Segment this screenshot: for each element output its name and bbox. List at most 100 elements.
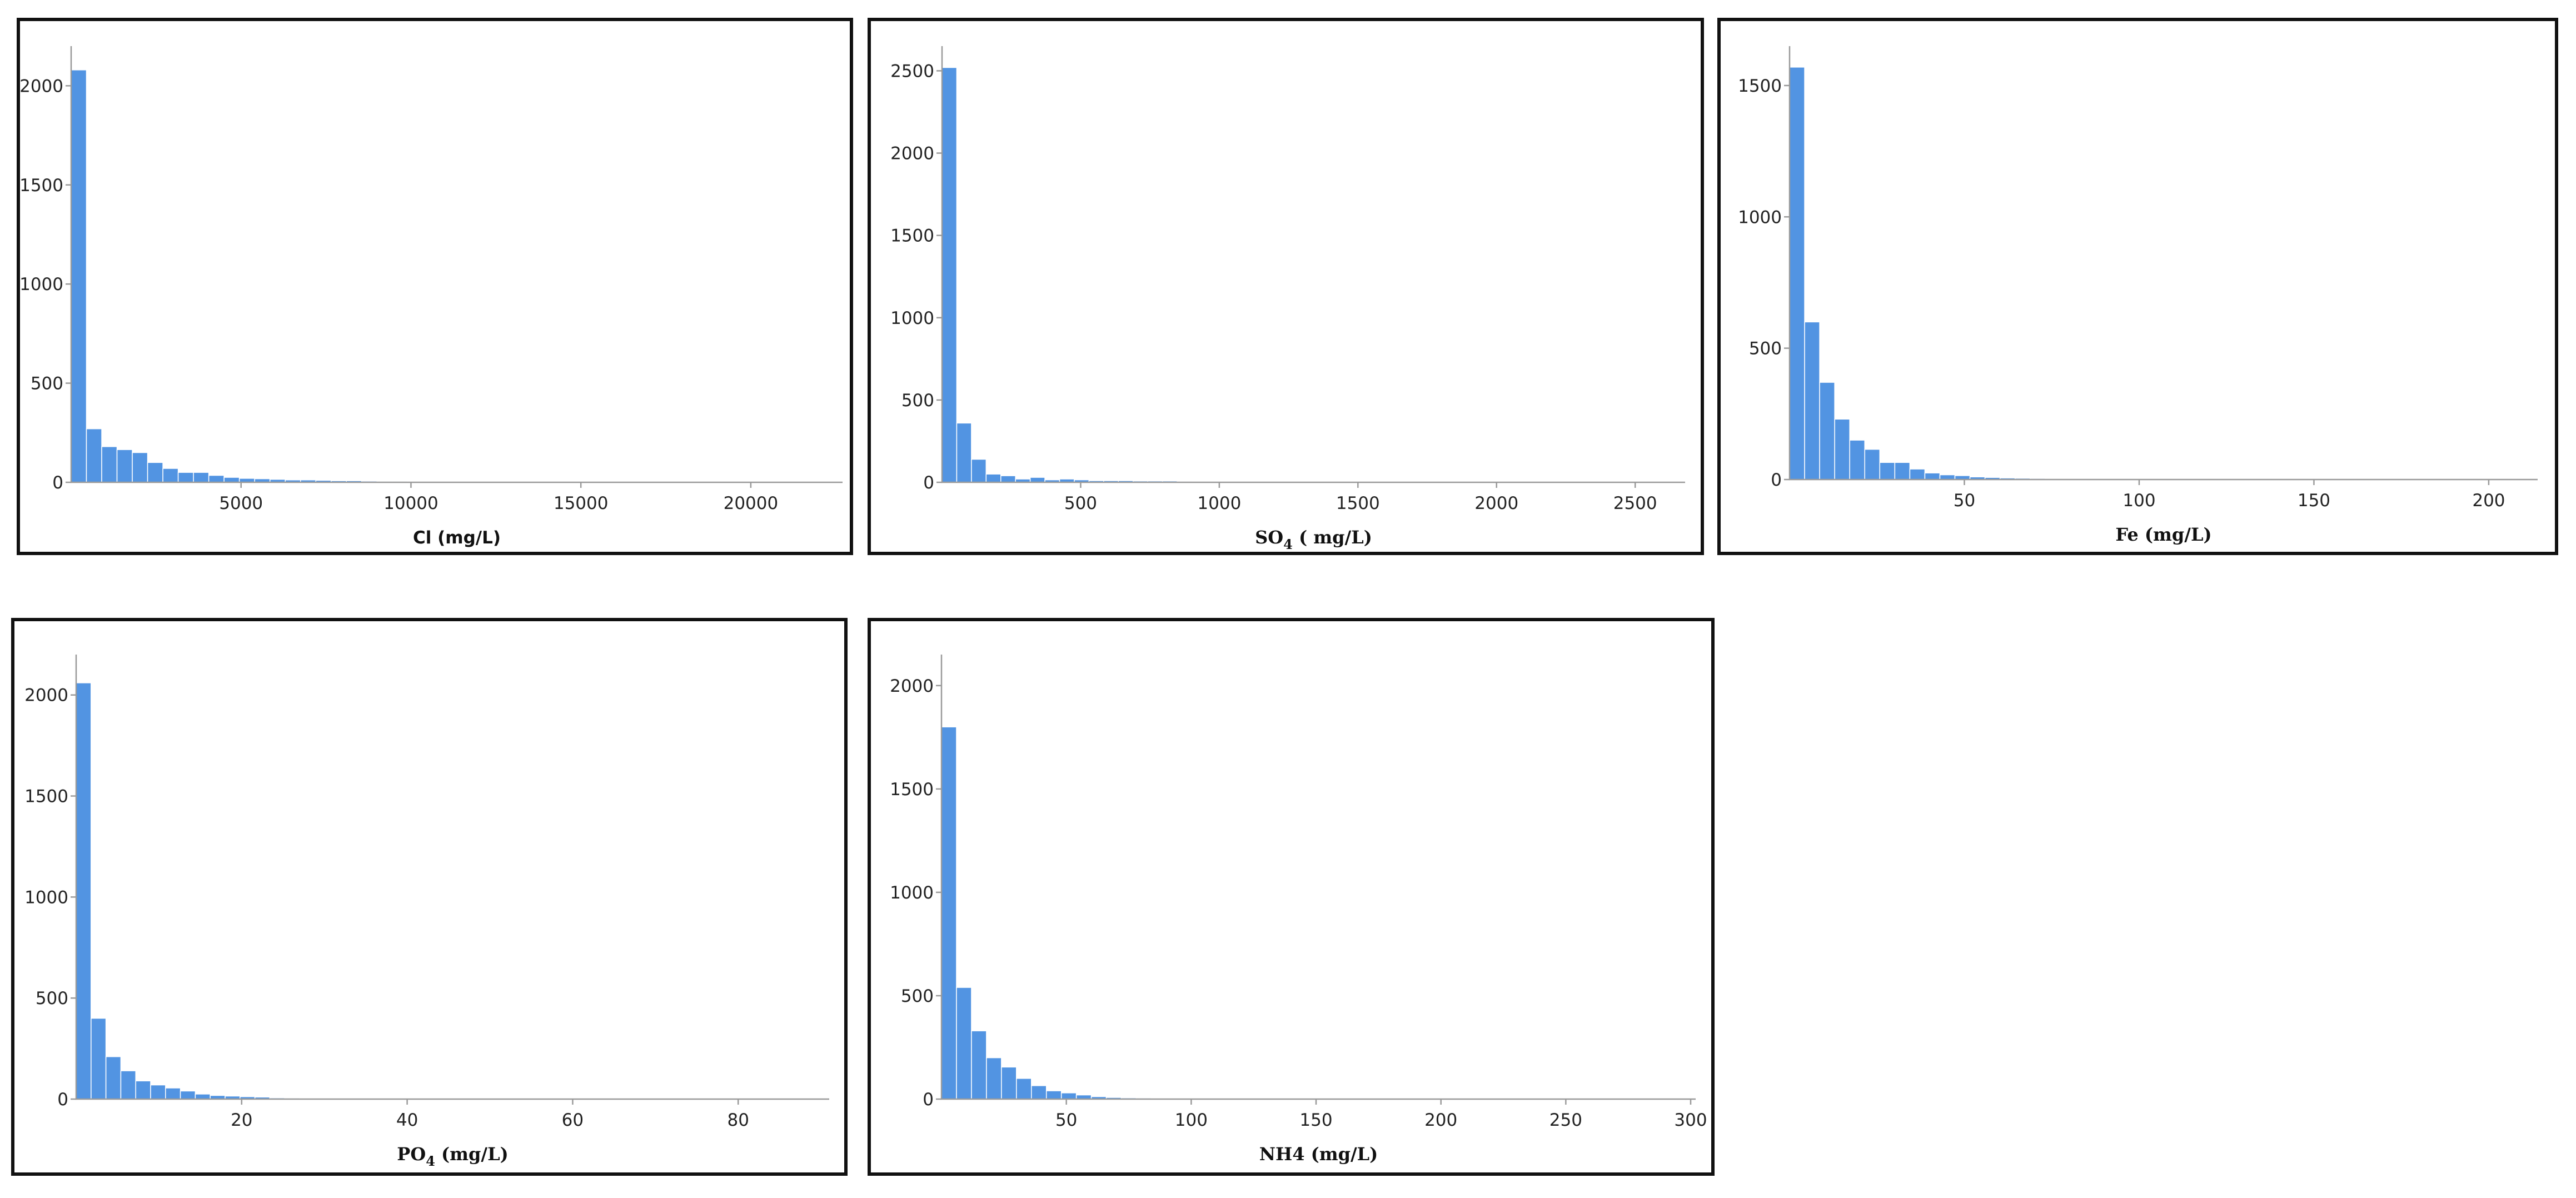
histogram-bar (1045, 1090, 1062, 1100)
x-tick-label: 200 (1424, 1110, 1457, 1130)
chart-panel-nh4: 0 500 1000 1500 2000 50 100 150 200 250 300 NH4 (mg… (868, 618, 1715, 1176)
x-tick-label: 300 (1674, 1110, 1707, 1130)
x-tick-label: 20000 (724, 493, 779, 513)
histogram-bar (180, 1090, 196, 1100)
x-tick-label: 10000 (383, 493, 439, 513)
x-tick-label: 50 (1954, 491, 1975, 511)
histogram-bar (101, 446, 118, 483)
histogram-bar (971, 1030, 987, 1100)
histogram-bar (1031, 1085, 1047, 1100)
histogram-bar (941, 67, 958, 483)
y-tick-label: 1500 (24, 787, 68, 807)
x-axis-title: SO4 ( mg/L) (1255, 527, 1372, 552)
histogram-bar (985, 473, 1001, 483)
chart-panel-so4: 0 500 1000 1500 2000 2500 500 1000 1500 2000 2500 S… (868, 18, 1704, 555)
histogram-bar (1804, 321, 1820, 480)
y-tick-label: 0 (52, 473, 63, 493)
x-tick-label: 100 (2122, 491, 2155, 511)
x-axis-title: PO4 (mg/L) (397, 1144, 508, 1169)
y-tick-label: 0 (923, 473, 934, 493)
histogram-bar (1864, 448, 1881, 480)
histogram-bar (208, 475, 225, 483)
chart-svg-cl: 0 500 1000 1500 2000 5000 10000 15000 20000 Cl (m… (20, 46, 843, 548)
histogram-bar (1849, 440, 1865, 480)
x-axis-title: NH4 (mg/L) (1259, 1144, 1378, 1165)
x-tick-label: 200 (2472, 491, 2505, 511)
y-tick-label: 1500 (20, 176, 63, 196)
x-tick-label: 60 (562, 1110, 584, 1130)
x-tick-label: 150 (2298, 491, 2330, 511)
histogram-bar (1834, 418, 1850, 480)
histogram-bar (223, 477, 240, 483)
y-tick-label: 0 (923, 1090, 934, 1110)
x-tick-label: 15000 (554, 493, 609, 513)
histogram-bar (165, 1087, 181, 1100)
y-tick-label: 1000 (24, 887, 68, 907)
chart-panel-po4: 0 500 1000 1500 2000 20 40 60 80 PO4 (mg/L) (11, 618, 848, 1176)
histogram-bar (86, 428, 102, 483)
x-axis-title: Cl (mg/L) (413, 528, 501, 548)
histogram-bar (971, 458, 987, 483)
y-tick-label: 1000 (20, 274, 63, 294)
histogram-bar (1789, 67, 1805, 480)
histogram-bar (1060, 1092, 1077, 1100)
histogram-bar (116, 449, 133, 483)
y-tick-label: 1500 (1738, 76, 1782, 96)
y-tick-label: 500 (36, 989, 68, 1009)
histogram-bar (1939, 474, 1956, 480)
histogram-bar (195, 1094, 211, 1100)
histogram-bar (956, 987, 972, 1100)
y-tick-label: 1000 (890, 308, 934, 328)
chart-panel-cl: 0 500 1000 1500 2000 5000 10000 15000 20000 Cl (m… (17, 18, 853, 555)
y-tick-label: 500 (1749, 339, 1782, 359)
y-tick-label: 1500 (890, 226, 934, 246)
histogram-bar (105, 1056, 122, 1100)
x-tick-label: 250 (1549, 1110, 1582, 1130)
histogram-bar (1819, 382, 1835, 480)
x-tick-label: 5000 (219, 493, 263, 513)
histogram-bar (1924, 472, 1941, 480)
histogram-bar (1029, 477, 1045, 483)
y-tick-label: 500 (901, 986, 934, 1006)
axis-lines (75, 655, 829, 1100)
axis-lines (940, 655, 1696, 1100)
y-tick-label: 2500 (890, 61, 934, 81)
histogram-bar (986, 1057, 1002, 1100)
x-tick-label: 500 (1064, 493, 1097, 513)
chart-svg-so4: 0 500 1000 1500 2000 2500 500 1000 1500 2000 2500 S… (890, 46, 1685, 552)
histogram-bar (193, 472, 210, 483)
histogram-bar (76, 682, 92, 1100)
y-tick-label: 2000 (890, 676, 934, 696)
chart-svg-fe: 0 500 1000 1500 50 100 150 200 Fe (mg/L) (1738, 46, 2542, 545)
axis-lines (1788, 46, 2538, 481)
y-tick-label: 1500 (890, 780, 934, 800)
x-tick-label: 50 (1055, 1110, 1077, 1130)
x-axis-title: Fe (mg/L) (2115, 524, 2211, 545)
histogram-bar (120, 1070, 136, 1100)
histogram-bar (147, 462, 163, 483)
histogram-bar (1894, 462, 1911, 480)
y-tick-label: 2000 (24, 686, 68, 706)
y-tick-label: 500 (901, 391, 934, 411)
x-tick-label: 20 (231, 1110, 252, 1130)
y-tick-label: 2000 (20, 76, 63, 96)
histogram-bar (1000, 475, 1016, 483)
histogram-bar (941, 726, 957, 1100)
histogram-bar (71, 69, 87, 483)
axis-lines (70, 46, 843, 483)
x-tick-label: 1000 (1197, 493, 1241, 513)
histogram-bar (135, 1080, 151, 1100)
x-tick-label: 2000 (1474, 493, 1518, 513)
y-tick-label: 1000 (890, 883, 934, 903)
axis-lines (941, 46, 1685, 483)
histogram-bar (956, 422, 972, 483)
histogram-bar (1909, 468, 1926, 480)
histogram-bar (132, 452, 148, 483)
x-tick-label: 100 (1175, 1110, 1208, 1130)
histogram-bar (1879, 462, 1896, 480)
histogram-bar (177, 472, 194, 483)
chart-panel-fe: 0 500 1000 1500 50 100 150 200 Fe (mg/L) (1717, 18, 2558, 555)
x-tick-label: 1500 (1336, 493, 1380, 513)
histogram-bar (91, 1017, 107, 1100)
x-tick-label: 40 (396, 1110, 418, 1130)
